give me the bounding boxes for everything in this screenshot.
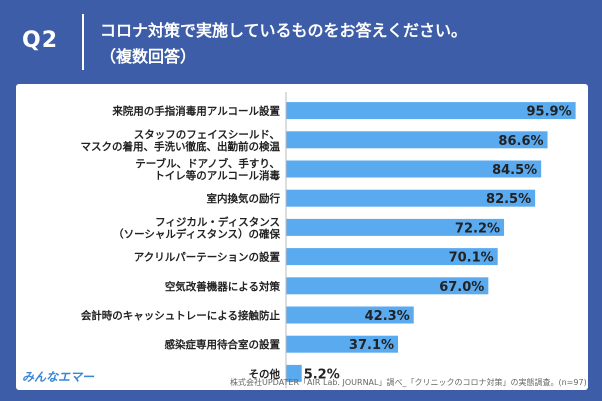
category-label-4-1: （ソーシャルディスタンス）の確保	[113, 227, 280, 240]
bar-9	[286, 364, 302, 382]
bar-7	[286, 306, 414, 324]
category-label-3-0: 室内換気の励行	[207, 192, 281, 205]
category-label-2-1: トイレ等のアルコール消毒	[154, 169, 280, 182]
question-line-2: （複数回答）	[100, 47, 197, 66]
category-label-4-0: フィジカル・ディスタンス	[155, 215, 280, 228]
brand-logo: みんなエマー	[22, 370, 95, 384]
category-label-5-0: アクリルパーテーションの設置	[134, 251, 281, 264]
bar-4	[286, 218, 505, 236]
bar-5	[286, 248, 498, 266]
bar-2	[286, 160, 542, 178]
category-label-0-0: 来院用の手指消毒用アルコール設置	[111, 105, 280, 118]
value-label-8: 37.1%	[349, 338, 394, 353]
chart-panel: 来院用の手指消毒用アルコール設置 95.9% スタッフのフェイスシールド、 マスクの着…	[16, 84, 588, 390]
value-label-9: 5.2%	[304, 367, 340, 382]
category-label-7-0: 会計時のキャッシュトレーによる接触防止	[81, 309, 281, 322]
value-label-6: 67.0%	[439, 280, 484, 295]
question-header: Q2 コロナ対策で実施しているものをお答えください。 （複数回答）	[0, 0, 602, 84]
category-label-1-1: マスクの着用、手洗い徹底、出勤前の検温	[81, 140, 281, 153]
bar-1	[286, 131, 548, 149]
bar-3	[286, 189, 536, 207]
bar-0	[286, 102, 576, 120]
category-label-2-0: テーブル、ドアノブ、手すり、	[135, 157, 280, 170]
value-label-7: 42.3%	[365, 309, 410, 324]
source-note: 株式会社UPDATER「AIR Lab. JOURNAL」調べ_「クリニックのコ…	[230, 378, 587, 387]
header-divider	[82, 14, 84, 70]
category-label-8-0: 感染症専用待合室の設置	[165, 338, 281, 351]
category-label-6-0: 空気改善機器による対策	[165, 280, 281, 293]
value-label-0: 95.9%	[527, 105, 572, 120]
value-label-3: 82.5%	[486, 192, 531, 207]
category-label-9-0: その他	[249, 367, 281, 380]
category-label-1-0: スタッフのフェイスシールド、	[134, 129, 280, 141]
question-text: コロナ対策で実施しているものをお答えください。 （複数回答）	[100, 18, 467, 70]
value-label-4: 72.2%	[455, 221, 500, 236]
question-number: Q2	[22, 28, 59, 53]
bar-8	[286, 335, 399, 353]
bar-chart: 来院用の手指消毒用アルコール設置 95.9% スタッフのフェイスシールド、マスクの着…	[81, 92, 576, 388]
question-line-1: コロナ対策で実施しているものをお答えください。	[100, 21, 468, 40]
value-label-5: 70.1%	[449, 251, 494, 266]
value-label-1: 86.6%	[498, 134, 543, 149]
value-label-2: 84.5%	[492, 163, 537, 178]
bar-6	[286, 277, 489, 295]
